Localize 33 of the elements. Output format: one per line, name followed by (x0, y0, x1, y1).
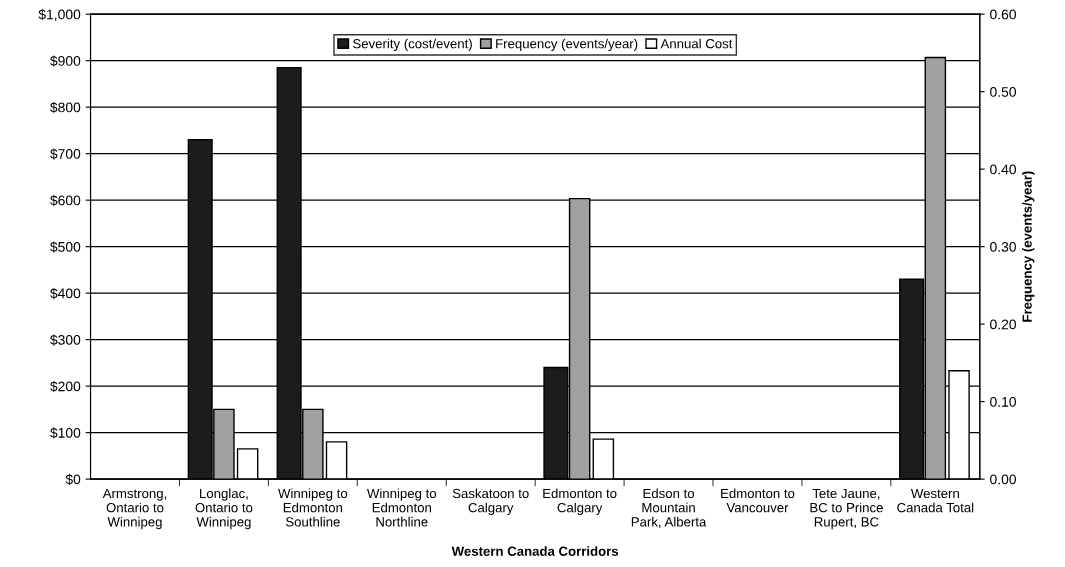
legend-label: Annual Cost (660, 38, 733, 49)
y-tick-label: $0 (65, 473, 81, 486)
y2-tick-label: 0.10 (990, 396, 1017, 407)
y2-tick-label: 0.00 (990, 474, 1017, 485)
y2-tick-label: 0.20 (990, 319, 1017, 330)
y-tick-label: $600 (50, 194, 81, 207)
x-tick-label: Winnipeg to Edmonton Southline (278, 488, 348, 527)
y-tick-label: $900 (50, 55, 81, 67)
y2-tick-label: 0.50 (990, 87, 1017, 97)
y-tick-label: $400 (50, 287, 81, 300)
x-tick-label: Western Canada Total (897, 488, 974, 513)
x-tick-label: Longlac, Ontario to Winnipeg (195, 488, 253, 530)
legend-label: Frequency (events/year) (496, 38, 638, 51)
y-tick-label: $800 (50, 101, 81, 114)
y2-tick-label: 0.30 (990, 241, 1017, 252)
x-tick-label: Tete Jaune, BC to Prince Rupert, BC (810, 488, 883, 530)
x-tick-label: Saskatoon to Calgary (452, 488, 529, 515)
y-tick-label: $1,000 (38, 8, 81, 21)
y-tick-label: $300 (50, 334, 81, 346)
x-tick-label: Edson to Mountain Park, Alberta (631, 488, 707, 529)
x-tick-label: Edmonton to Calgary (543, 488, 617, 515)
x-tick-label: Winnipeg to Edmonton Northline (366, 488, 437, 527)
y-tick-label: $100 (50, 427, 81, 439)
y-tick-label: $700 (50, 148, 81, 160)
y2-tick-label: 0.60 (990, 9, 1017, 20)
y2-axis-title: Frequency (events/year) (1022, 171, 1035, 322)
x-tick-label: Armstrong, Ontario to Winnipeg (102, 488, 167, 530)
x-tick-label: Edmonton to Vancouver (721, 488, 795, 513)
legend-label: Severity (cost/event) (353, 38, 472, 51)
x-axis-title: Western Canada Corridors (451, 546, 619, 556)
y2-tick-label: 0.40 (990, 164, 1017, 175)
y-tick-label: $200 (50, 380, 81, 393)
y-tick-label: $500 (50, 241, 81, 253)
